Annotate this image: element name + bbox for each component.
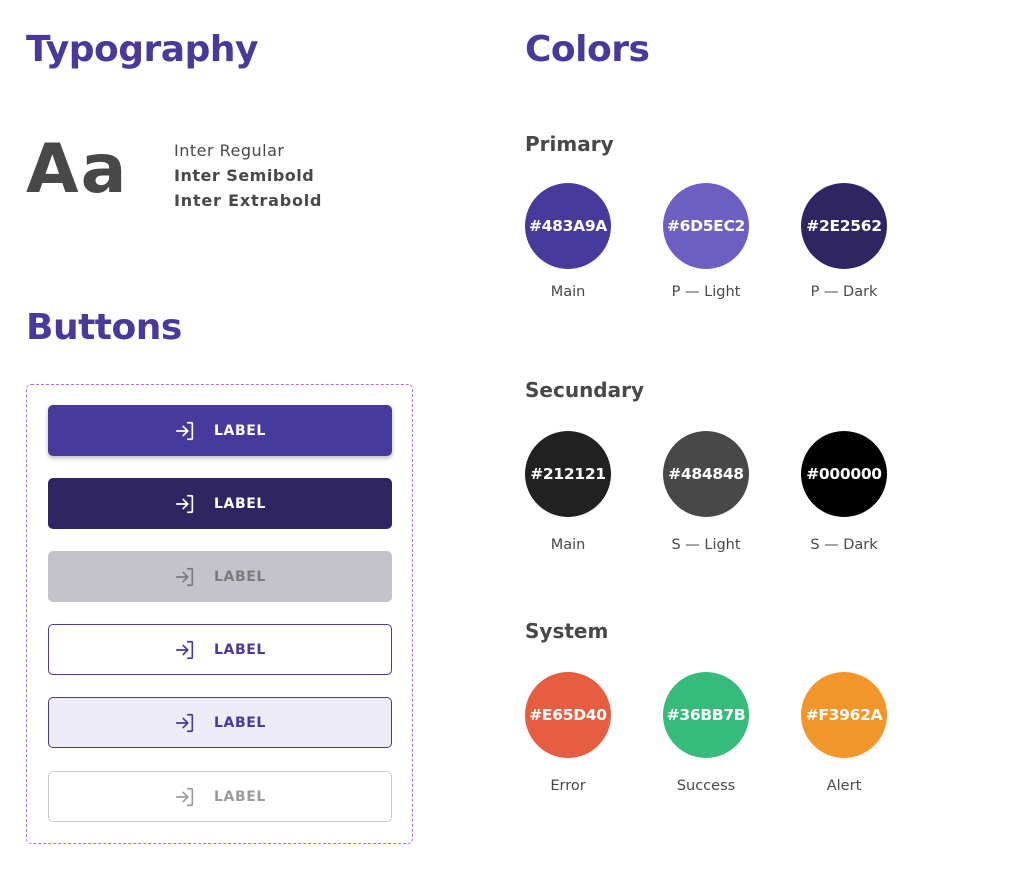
swatch-label: P — Light xyxy=(671,284,741,300)
swatch-secundary-light: #484848 xyxy=(663,431,749,517)
login-icon xyxy=(174,420,196,442)
font-list: Inter Regular Inter Semibold Inter Extra… xyxy=(174,138,322,213)
button-label: LABEL xyxy=(214,714,266,731)
buttons-title: Buttons xyxy=(26,307,182,348)
swatch-primary-light: #6D5EC2 xyxy=(663,183,749,269)
button-outlined-tinted[interactable]: LABEL xyxy=(48,697,392,748)
button-contained-disabled[interactable]: LABEL xyxy=(48,551,392,602)
typography-title: Typography xyxy=(26,29,258,70)
swatch-label: S — Light xyxy=(671,537,741,553)
typography-sample: Aa xyxy=(26,130,129,209)
swatch-system-error: #E65D40 xyxy=(525,672,611,758)
button-outlined-disabled[interactable]: LABEL xyxy=(48,771,392,822)
font-extrabold: Inter Extrabold xyxy=(174,191,323,210)
primary-heading: Primary xyxy=(525,132,614,156)
button-outlined[interactable]: LABEL xyxy=(48,624,392,675)
swatch-secundary-dark: #000000 xyxy=(801,431,887,517)
button-label: LABEL xyxy=(214,788,266,805)
swatch-label: Success xyxy=(676,778,736,794)
system-heading: System xyxy=(525,619,609,643)
login-icon xyxy=(174,639,196,661)
swatch-system-success: #36BB7B xyxy=(663,672,749,758)
swatch-label: Error xyxy=(550,778,586,794)
colors-title: Colors xyxy=(525,29,650,70)
swatch-label: Alert xyxy=(826,778,862,794)
button-label: LABEL xyxy=(214,495,266,512)
buttons-container: LABEL LABEL LABEL LABEL LABEL xyxy=(26,384,413,844)
button-label: LABEL xyxy=(214,641,266,658)
button-contained-dark[interactable]: LABEL xyxy=(48,478,392,529)
swatch-label: Main xyxy=(550,284,586,300)
swatch-label: S — Dark xyxy=(810,537,878,553)
login-icon xyxy=(174,712,196,734)
secundary-heading: Secundary xyxy=(525,378,645,402)
swatch-label: P — Dark xyxy=(810,284,878,300)
login-icon xyxy=(174,566,196,588)
button-label: LABEL xyxy=(214,568,266,585)
swatch-label: Main xyxy=(550,537,586,553)
button-label: LABEL xyxy=(214,422,266,439)
font-semibold: Inter Semibold xyxy=(174,166,315,185)
swatch-system-alert: #F3962A xyxy=(801,672,887,758)
swatch-secundary-main: #212121 xyxy=(525,431,611,517)
font-regular: Inter Regular xyxy=(174,141,285,160)
login-icon xyxy=(174,786,196,808)
login-icon xyxy=(174,493,196,515)
swatch-primary-main: #483A9A xyxy=(525,183,611,269)
button-contained[interactable]: LABEL xyxy=(48,405,392,456)
swatch-primary-dark: #2E2562 xyxy=(801,183,887,269)
